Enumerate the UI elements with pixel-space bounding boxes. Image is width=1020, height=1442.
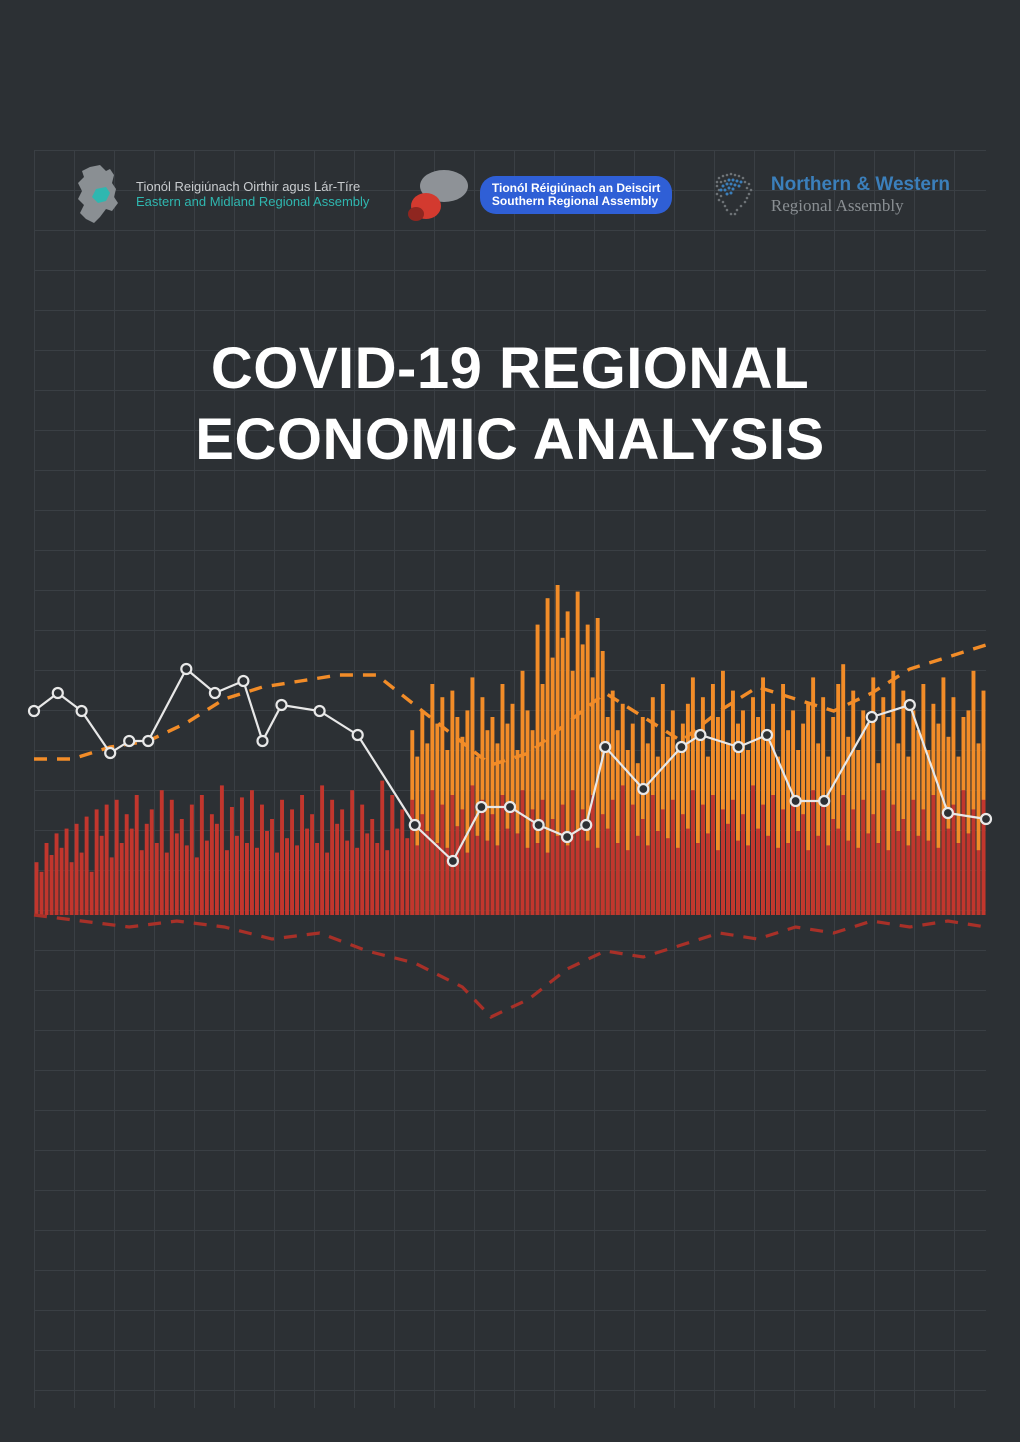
emra-name-en: Eastern and Midland Regional Assembly [136,195,369,210]
logo-nwra: Northern & Western Regional Assembly [711,168,950,222]
page-title: COVID-19 REGIONAL ECONOMIC ANALYSIS [0,335,1020,473]
emra-name-ga: Tionól Reigiúnach Oirthir agus Lár-Tíre [136,180,369,195]
chart-svg [34,495,986,1095]
logo-emra: Tionól Reigiúnach Oirthir agus Lár-Tíre … [70,163,369,227]
nwra-name-line1: Northern & Western [771,174,950,196]
report-cover: Tionól Reigiúnach Oirthir agus Lár-Tíre … [0,0,1020,1442]
sra-name-en: Southern Regional Assembly [492,195,660,208]
cover-chart [34,495,986,1095]
title-line1: COVID-19 REGIONAL [0,335,1020,402]
bars-red [35,781,986,915]
nwra-map-icon [711,168,761,222]
red-dashed-line [34,915,986,1017]
logos-row: Tionól Reigiúnach Oirthir agus Lár-Tíre … [70,150,950,240]
sra-blobs-icon [408,168,470,222]
ireland-map-icon [70,163,126,227]
nwra-name-line2: Regional Assembly [771,196,950,216]
title-line2: ECONOMIC ANALYSIS [0,406,1020,473]
sra-pill: Tionól Réigiúnach an Deiscirt Southern R… [480,176,672,214]
logo-sra: Tionól Réigiúnach an Deiscirt Southern R… [408,168,672,222]
